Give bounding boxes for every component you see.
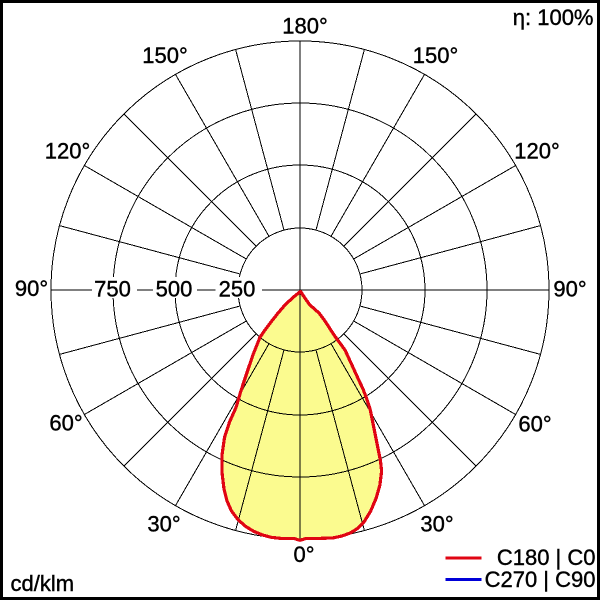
svg-text:η: 100%: η: 100% <box>513 5 594 30</box>
svg-text:30°: 30° <box>147 512 180 537</box>
svg-text:150°: 150° <box>413 43 459 68</box>
svg-text:120°: 120° <box>45 139 91 164</box>
svg-text:60°: 60° <box>49 411 82 436</box>
svg-text:60°: 60° <box>518 412 551 437</box>
svg-text:C270 | C90: C270 | C90 <box>485 567 596 592</box>
svg-text:750: 750 <box>94 277 131 302</box>
svg-text:0°: 0° <box>293 542 314 567</box>
svg-text:30°: 30° <box>420 512 453 537</box>
svg-text:cd/klm: cd/klm <box>11 571 75 596</box>
svg-text:250: 250 <box>219 277 256 302</box>
svg-text:180°: 180° <box>282 14 328 39</box>
svg-text:150°: 150° <box>142 43 188 68</box>
svg-text:500: 500 <box>156 277 193 302</box>
svg-text:90°: 90° <box>553 277 586 302</box>
svg-text:120°: 120° <box>514 139 560 164</box>
svg-text:90°: 90° <box>15 276 48 301</box>
svg-text:C180 | C0: C180 | C0 <box>497 545 596 570</box>
